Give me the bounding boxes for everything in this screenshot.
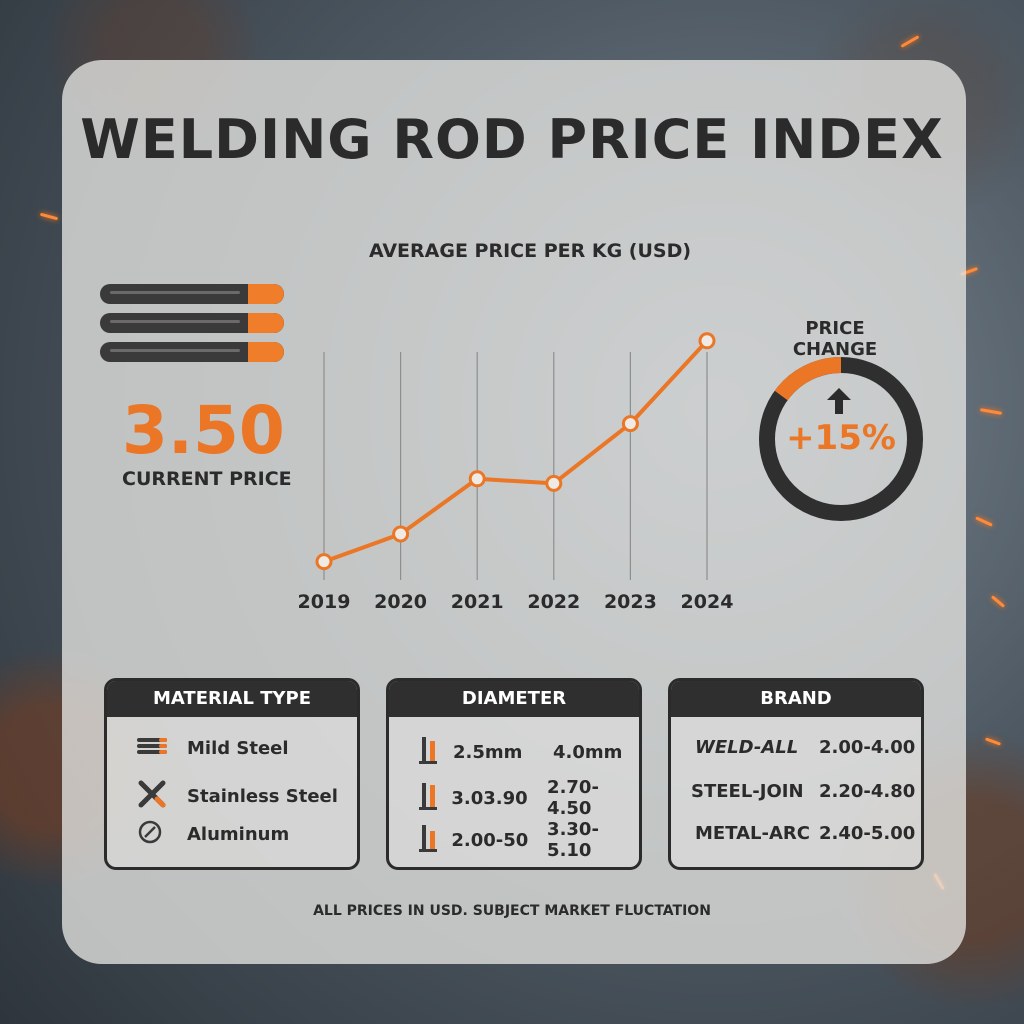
brand-card: BRAND WELD-ALL 2.00-4.00 STEEL-JOIN 2.20… (668, 678, 924, 870)
brand-range: 2.00-4.00 (819, 737, 916, 758)
x-tick-label: 2024 (681, 591, 734, 613)
diameter-range: 3.30-5.10 (547, 819, 599, 861)
x-tick-label: 2019 (298, 591, 351, 613)
list-item: Mild Steel (137, 737, 289, 760)
current-price-value: 3.50 (122, 392, 285, 469)
rod-size-icon (417, 823, 451, 858)
diameter-value: 2.5mm (453, 742, 523, 763)
card-header: MATERIAL TYPE (107, 681, 357, 717)
material-label: Stainless Steel (187, 786, 338, 807)
page-title: WELDING ROD PRICE INDEX (80, 108, 944, 171)
card-header: DIAMETER (389, 681, 639, 717)
data-point (698, 332, 716, 350)
rod-size-icon (417, 781, 451, 816)
brand-name: STEEL-JOIN (691, 781, 804, 802)
rods-icon (100, 284, 284, 371)
card-header: BRAND (671, 681, 921, 717)
gauge-fill (774, 357, 842, 401)
brand-range: 2.20-4.80 (819, 781, 916, 802)
gauge-value: +15% (786, 418, 896, 458)
footer-note: ALL PRICES IN USD. SUBJECT MARKET FLUCTA… (313, 903, 711, 919)
rod-size-icon (417, 735, 453, 770)
list-item: Stainless Steel (137, 779, 338, 814)
material-label: Aluminum (187, 824, 290, 845)
x-tick-label: 2020 (374, 591, 427, 613)
diameter-card: DIAMETER 2.5mm 4.0mm 3.03.90 2.70-4.50 2… (386, 678, 642, 870)
diameter-range: 2.70-4.50 (547, 777, 599, 819)
material-label: Mild Steel (187, 738, 289, 759)
rods-icon (137, 737, 173, 760)
chart-title: AVERAGE PRICE PER KG (USD) (368, 240, 692, 262)
x-tick-label: 2022 (527, 591, 580, 613)
gauge-title: PRICE CHANGE (792, 318, 878, 360)
diameter-value: 3.03.90 (451, 787, 528, 809)
aluminum-circle-icon (137, 819, 173, 850)
current-price-label: CURRENT PRICE (122, 468, 292, 490)
data-point (392, 525, 410, 543)
x-tick-label: 2023 (604, 591, 657, 613)
table-row: 2.00-50 3.30-5.10 (417, 819, 639, 861)
arrow-up-icon (827, 388, 851, 414)
table-row: 2.5mm 4.0mm (417, 735, 622, 770)
diameter-range: 4.0mm (553, 742, 623, 763)
diameter-value: 2.00-50 (451, 829, 529, 851)
table-row: 3.03.90 2.70-4.50 (417, 777, 639, 819)
data-point (621, 415, 639, 433)
data-point (545, 474, 563, 492)
x-tick-label: 2021 (451, 591, 504, 613)
table-row: METAL-ARC 2.40-5.00 (695, 823, 915, 844)
series-line (323, 339, 709, 564)
data-point (315, 553, 333, 571)
table-row: WELD-ALL 2.00-4.00 (695, 737, 915, 758)
list-item: Aluminum (137, 819, 289, 850)
brand-name: WELD-ALL (695, 737, 799, 758)
material-type-card: MATERIAL TYPE Mild Steel Stainless Steel… (104, 678, 360, 870)
table-row: STEEL-JOIN 2.20-4.80 (691, 781, 915, 802)
brand-range: 2.40-5.00 (819, 823, 916, 844)
data-point (468, 470, 486, 488)
brand-name: METAL-ARC (695, 823, 810, 844)
crossed-rods-icon (137, 779, 173, 814)
